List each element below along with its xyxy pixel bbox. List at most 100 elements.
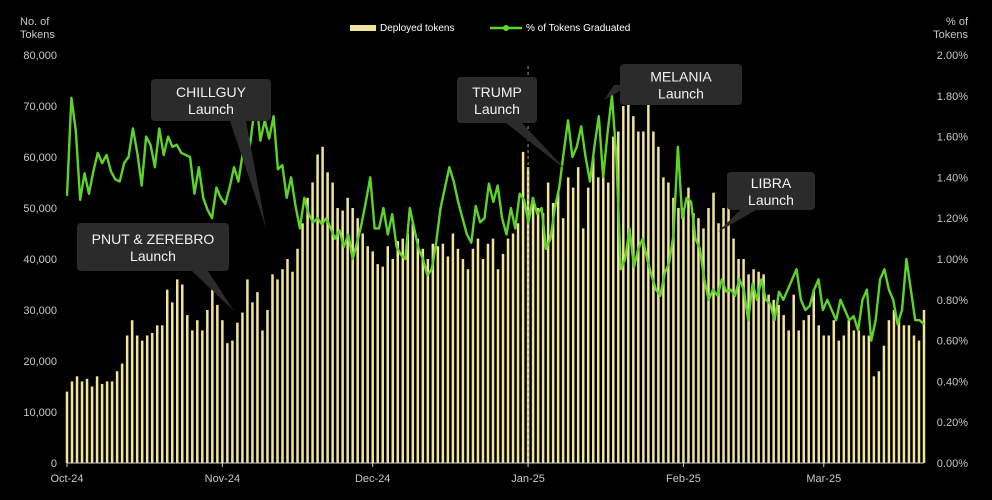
bar-deployed [251, 302, 254, 463]
bar-deployed [637, 131, 640, 463]
bar-deployed [892, 310, 896, 463]
line-series-graduated [65, 94, 925, 342]
bar-deployed [727, 182, 730, 463]
callout-subtitle: Launch [130, 248, 176, 264]
bar-deployed [657, 146, 660, 464]
bar-deployed [196, 320, 199, 463]
bar-deployed [912, 335, 916, 463]
bar-deployed [692, 213, 695, 463]
bar-deployed [792, 294, 795, 463]
bar-deployed [110, 381, 114, 463]
bar-deployed [832, 320, 836, 463]
callout-subtitle: Launch [658, 86, 704, 102]
bar-deployed [456, 248, 460, 463]
bar-deployed [115, 371, 119, 463]
bar-deployed [246, 279, 249, 463]
y-left-axis: 0 10,000 20,000 30,000 40,000 50,000 60,000 70,… [23, 50, 57, 470]
callout-box [151, 79, 271, 121]
bar-deployed [531, 197, 535, 464]
bar-deployed [622, 106, 625, 463]
x-tick-label: Nov-24 [205, 473, 240, 485]
y-right-tick-label: 1.40% [937, 172, 968, 184]
x-tick-label: Feb-25 [666, 473, 701, 485]
bar-deployed [712, 192, 715, 463]
bar-deployed [291, 271, 294, 463]
x-tick-label: Dec-24 [355, 473, 390, 485]
callout-title: MELANIA [650, 69, 712, 85]
legend-label-deployed: Deployed tokens [380, 23, 455, 34]
bar-deployed [782, 315, 785, 463]
bar-deployed [607, 182, 610, 463]
bar-deployed [807, 315, 810, 463]
bar-deployed [827, 335, 831, 463]
bar-deployed [301, 223, 304, 463]
bar-deployed [381, 266, 384, 463]
bar-deployed [426, 259, 430, 463]
bar-deployed [812, 289, 815, 463]
callout-pointer [230, 121, 266, 228]
bar-deployed [576, 167, 580, 463]
bar-deployed [907, 325, 911, 463]
bar-deployed [316, 154, 319, 463]
bar-deployed [100, 383, 104, 463]
bar-deployed [662, 177, 665, 463]
bar-deployed [311, 182, 314, 463]
callout-pointer [506, 123, 566, 170]
bar-deployed [346, 197, 349, 464]
y-right-title-line2: Tokens [933, 29, 968, 41]
bar-deployed [266, 310, 269, 463]
y-right-tick-label: 1.20% [937, 213, 968, 225]
bar-deployed [677, 208, 680, 463]
bar-deployed [707, 208, 710, 463]
bar-deployed [842, 335, 846, 463]
bar-deployed [526, 167, 530, 463]
bar-deployed [451, 233, 455, 463]
y-right-tick-label: 2.00% [937, 50, 968, 62]
bar-deployed [571, 187, 575, 463]
bar-deployed [877, 371, 881, 463]
bar-deployed [777, 304, 780, 463]
y-left-tick-label: 0 [51, 458, 57, 470]
y-right-axis: 0.00% 0.20% 0.40% 0.60% 0.80% 1.00% 1.20% 1.40%… [937, 50, 968, 470]
bar-deployed [541, 213, 545, 463]
y-right-tick-label: 1.80% [937, 91, 968, 103]
bar-deployed [236, 322, 239, 463]
bar-deployed [852, 330, 856, 463]
bar-deployed [446, 256, 450, 463]
bar-deployed [401, 238, 405, 463]
bar-deployed [476, 238, 480, 463]
y-right-tick-label: 0.20% [937, 417, 968, 429]
bar-deployed [682, 208, 685, 463]
bar-deployed [135, 335, 139, 463]
bar-deployed [170, 302, 174, 463]
bar-deployed [857, 330, 861, 463]
bar-deployed [296, 248, 299, 463]
bar-deployed [321, 146, 324, 464]
y-left-tick-label: 80,000 [23, 50, 57, 62]
bar-deployed [130, 320, 134, 463]
bar-deployed [772, 299, 775, 463]
legend-label-graduated: % of Tokens Graduated [526, 23, 630, 34]
bar-deployed [241, 312, 244, 463]
bar-deployed [506, 238, 510, 463]
y-left-tick-label: 40,000 [23, 254, 57, 266]
callout-pointer [718, 210, 756, 232]
bar-deployed [922, 310, 926, 463]
callout-box [77, 223, 229, 271]
callout-subtitle: Launch [474, 101, 520, 117]
bar-deployed [70, 381, 74, 463]
y-right-title-line1: % of [946, 16, 969, 28]
bar-deployed [461, 259, 465, 463]
bar-deployed [902, 325, 906, 463]
bar-deployed [140, 340, 144, 463]
bar-deployed [767, 294, 770, 463]
callout-pointer [192, 271, 234, 311]
callout-title: PNUT & ZEREBRO [92, 231, 215, 247]
bar-deployed [276, 279, 279, 463]
bar-deployed [551, 202, 555, 463]
bar-deployed [206, 310, 209, 463]
bar-deployed [667, 182, 670, 463]
bar-deployed [501, 253, 505, 463]
